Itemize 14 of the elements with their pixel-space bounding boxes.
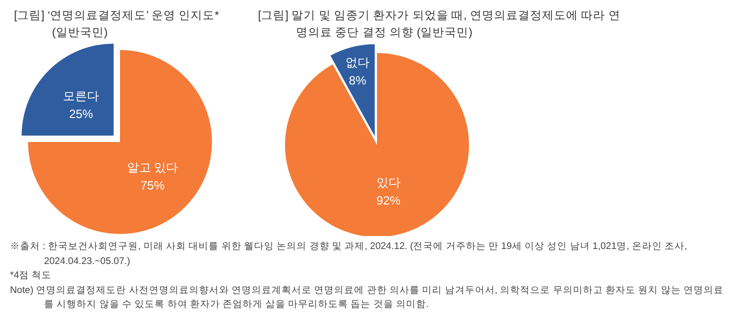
chart-title: [그림] 말기 및 임종기 환자가 되었을 때, 연명의료결정제도에 따라 연명의료 중단 결정 의향 (일반국민) <box>258 9 622 41</box>
text: *4점 척도 <box>10 269 53 283</box>
slice-label: 없다 <box>346 55 370 70</box>
text: Note) 연명의료결정제도란 사전연명의료의향서와 연명의료계획서로 연명의료에 관한 의사를 미리 남겨두어서, 의학적으로 무의미하고 환자도 원치 않는 연명의료를 시행하지 않을 수 있도록 하여 환자가 존엄하게 삶을 마무리하도록 돕는 것을 의미함. <box>10 284 724 312</box>
slice-label: 모른다 <box>63 89 100 104</box>
data-label: 25% <box>69 107 94 122</box>
text: ※출처 : 한국보건사회연구원, 미래 사회 대비를 위한 웰다잉 논의의 경향 및 과제, 2024.12. (전국에 거주하는 만 19세 이상 성인 남녀 1,021명, 온라인 조사, 2024.04.23.~05.07.) <box>10 240 688 268</box>
slice-label: 있다 <box>376 176 400 190</box>
slice-label: 알고 있다 <box>126 160 178 175</box>
data-label: 8% <box>348 73 367 88</box>
chart-title: [그림] ‘연명의료결정제도’ 운영 인지도* <box>14 10 220 22</box>
data-label: 92% <box>376 194 401 208</box>
data-label: 75% <box>140 178 165 193</box>
chart-subtitle: (일반국민) <box>52 27 108 39</box>
